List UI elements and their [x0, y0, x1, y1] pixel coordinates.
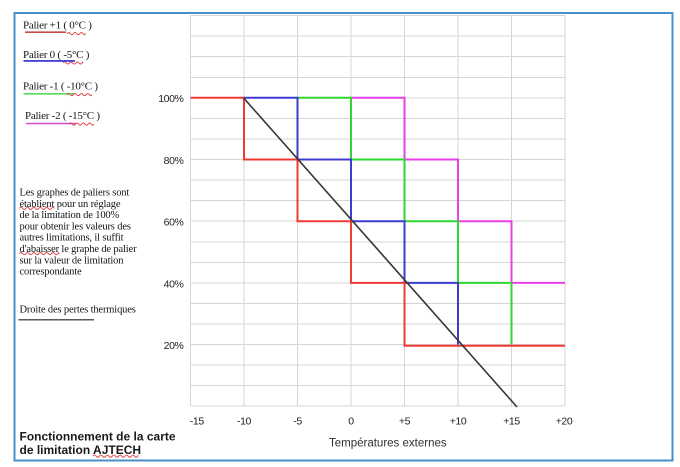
svg-text:60%: 60% — [164, 217, 184, 229]
svg-text:Fonctionnement de la carte: Fonctionnement de la carte — [20, 430, 176, 444]
svg-text:-10: -10 — [237, 416, 252, 428]
svg-text:Palier -2 ( -15°C ): Palier -2 ( -15°C ) — [25, 110, 100, 122]
svg-text:+5: +5 — [399, 416, 411, 428]
svg-text:établient pour un réglage: établient pour un réglage — [20, 199, 121, 210]
svg-text:d'abaisser le graphe de palier: d'abaisser le graphe de palier — [20, 244, 138, 255]
svg-text:correspondante: correspondante — [20, 267, 83, 278]
svg-text:40%: 40% — [164, 278, 184, 290]
svg-text:-15: -15 — [190, 416, 205, 428]
svg-text:Les graphes de paliers sont: Les graphes de paliers sont — [20, 188, 130, 199]
svg-text:-5: -5 — [293, 416, 302, 428]
svg-text:de limitation AJTECH: de limitation AJTECH — [20, 443, 142, 457]
svg-text:pour obtenir les valeurs des: pour obtenir les valeurs des — [20, 221, 131, 232]
svg-text:Palier 0 ( -5°C ): Palier 0 ( -5°C ) — [23, 49, 90, 61]
svg-text:Palier -1 ( -10°C ): Palier -1 ( -10°C ) — [23, 80, 98, 92]
svg-text:Températures externes: Températures externes — [329, 438, 447, 450]
svg-text:+15: +15 — [503, 416, 520, 428]
svg-text:100%: 100% — [158, 93, 183, 105]
svg-text:+20: +20 — [556, 416, 573, 428]
svg-text:20%: 20% — [164, 340, 184, 352]
svg-text:80%: 80% — [164, 155, 184, 167]
svg-text:sur la valeur de limitation: sur la valeur de limitation — [20, 255, 125, 266]
svg-text:Palier +1 ( 0°C ): Palier +1 ( 0°C ) — [23, 20, 92, 32]
svg-text:Droite des pertes thermiques: Droite des pertes thermiques — [20, 305, 136, 316]
svg-text:autres limitations, il suffit: autres limitations, il suffit — [20, 233, 124, 244]
svg-text:de la limitation de 100%: de la limitation de 100% — [20, 210, 120, 221]
svg-text:0: 0 — [348, 416, 354, 428]
svg-text:+10: +10 — [450, 416, 467, 428]
